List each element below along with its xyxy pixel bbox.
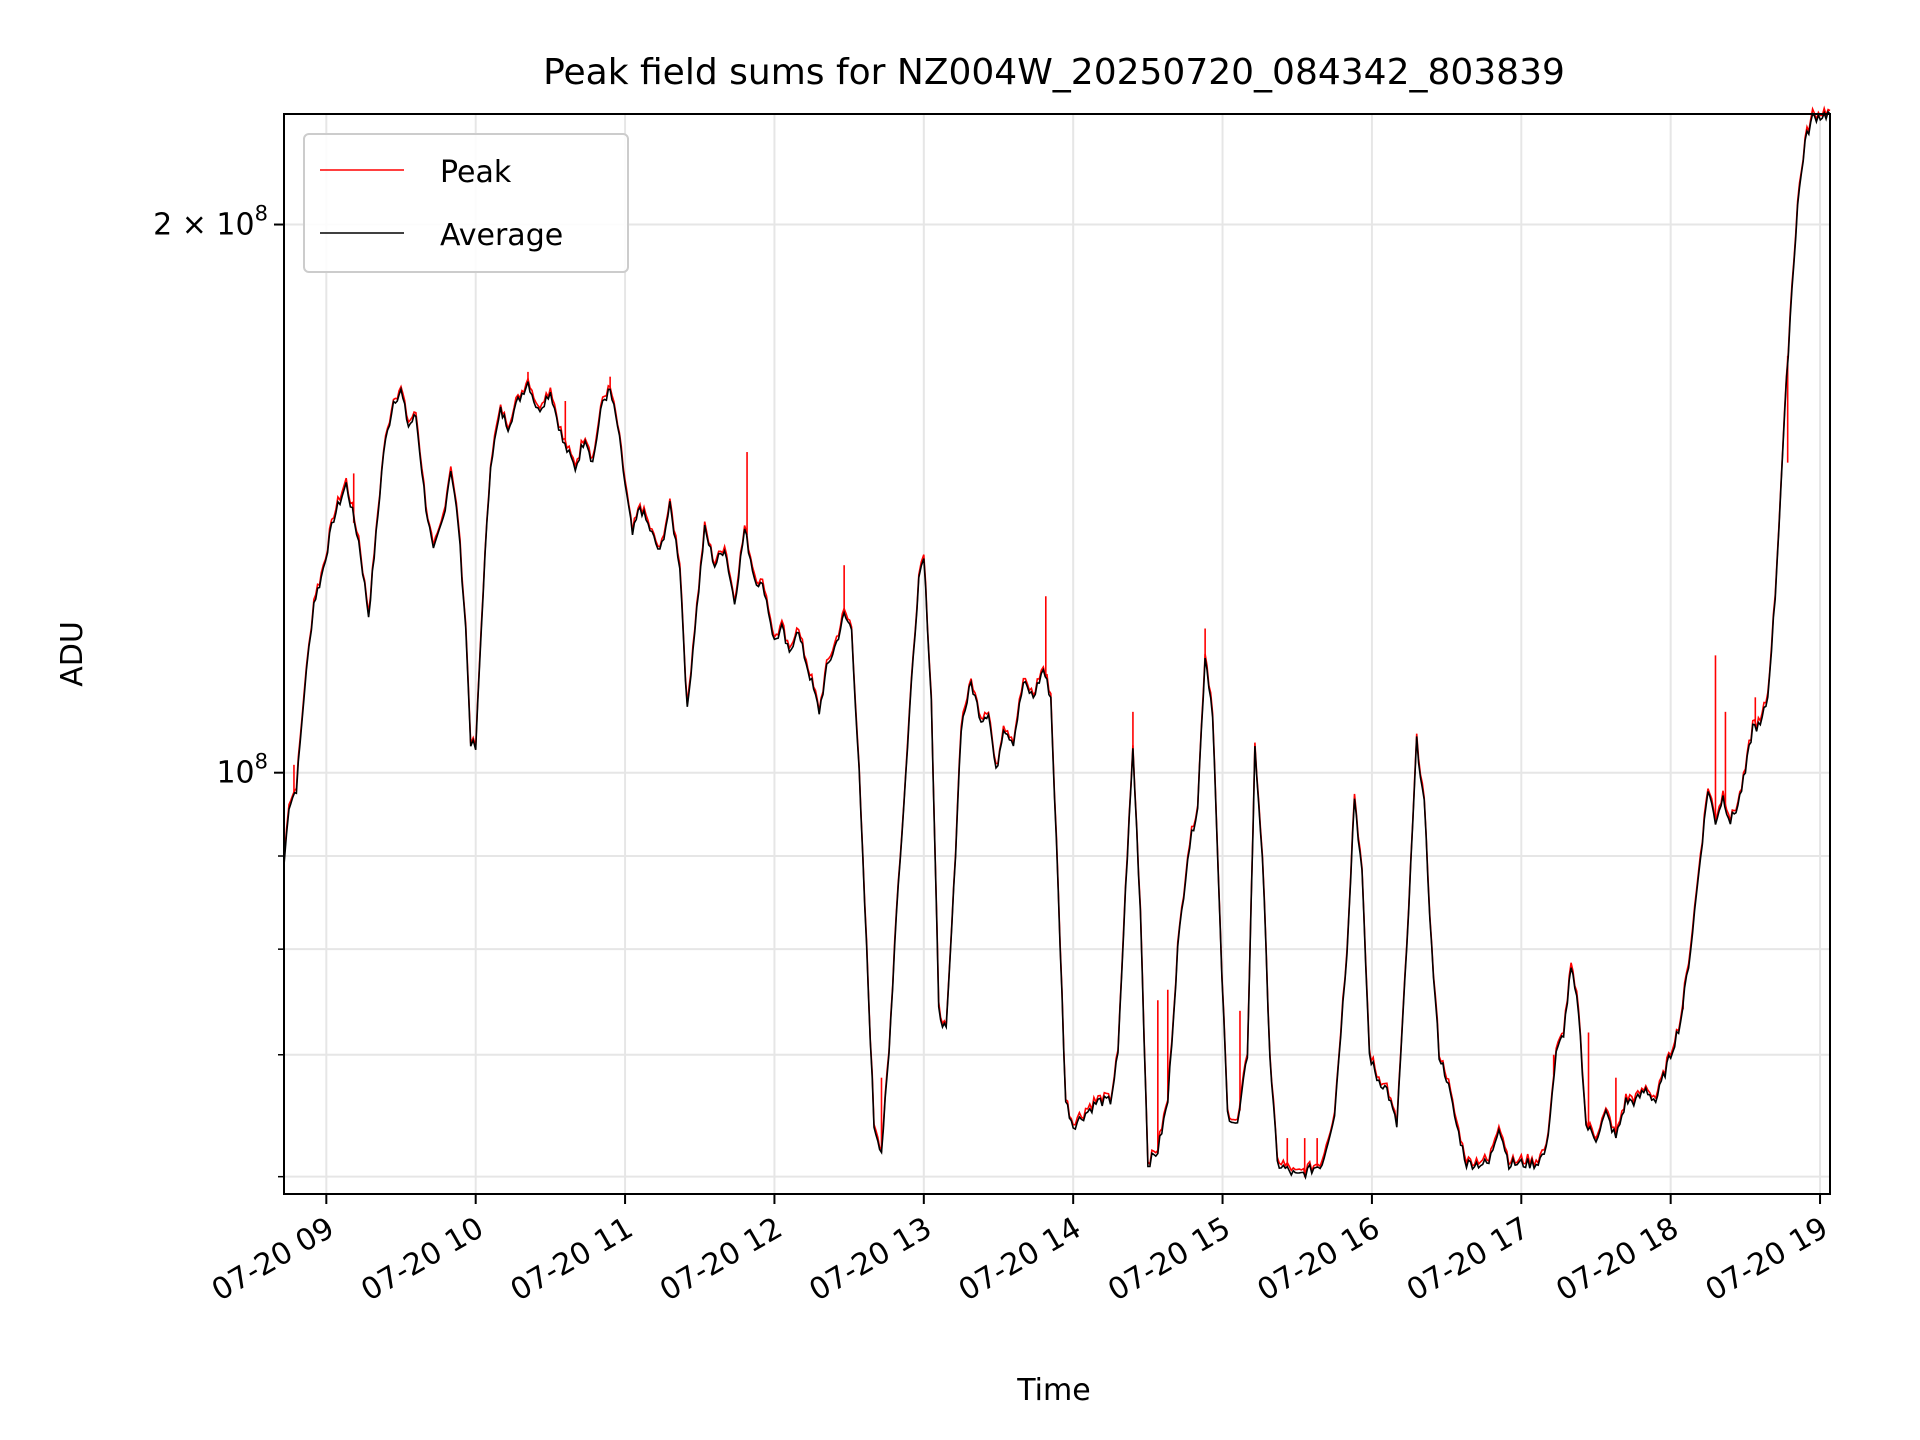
y-tick-label: 108 <box>216 750 268 791</box>
legend-box <box>303 133 629 273</box>
legend-peak-label: Peak <box>440 155 512 190</box>
plot-frame <box>283 113 1831 1195</box>
legend: Peak Average <box>303 133 629 273</box>
data-lines <box>283 105 1831 1180</box>
legend-average-label: Average <box>440 218 563 253</box>
average-series-line <box>283 110 1831 1180</box>
chart-title: Peak field sums for NZ004W_20250720_0843… <box>543 52 1565 93</box>
y-tick-label: 2 × 108 <box>153 202 268 243</box>
x-axis-label: Time <box>1016 1373 1090 1408</box>
y-axis-label: ADU <box>55 621 90 687</box>
